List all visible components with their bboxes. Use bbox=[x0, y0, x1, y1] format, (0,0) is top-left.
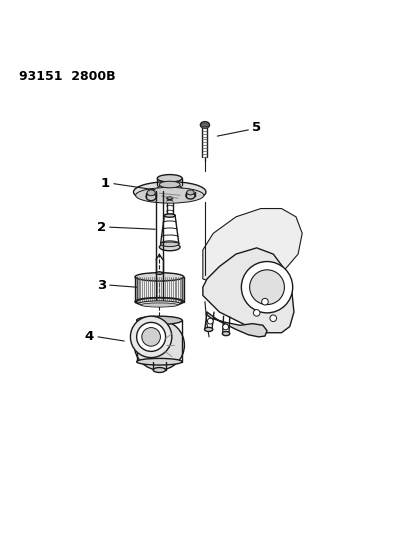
Text: 1: 1 bbox=[101, 177, 110, 190]
Ellipse shape bbox=[166, 197, 172, 199]
Ellipse shape bbox=[157, 175, 182, 182]
Circle shape bbox=[136, 322, 165, 351]
Ellipse shape bbox=[160, 241, 178, 247]
Circle shape bbox=[130, 316, 171, 358]
Ellipse shape bbox=[159, 181, 180, 188]
Ellipse shape bbox=[164, 214, 175, 217]
Circle shape bbox=[269, 315, 276, 321]
Ellipse shape bbox=[136, 273, 182, 280]
Text: 4: 4 bbox=[84, 330, 93, 343]
Ellipse shape bbox=[136, 316, 182, 325]
Polygon shape bbox=[136, 277, 182, 302]
Ellipse shape bbox=[153, 368, 165, 373]
Circle shape bbox=[141, 328, 160, 346]
Ellipse shape bbox=[157, 184, 182, 193]
Ellipse shape bbox=[146, 193, 156, 200]
Ellipse shape bbox=[185, 192, 195, 199]
Ellipse shape bbox=[136, 298, 182, 305]
Ellipse shape bbox=[134, 320, 184, 370]
Circle shape bbox=[222, 324, 228, 330]
Ellipse shape bbox=[204, 327, 212, 332]
Circle shape bbox=[261, 298, 268, 305]
Text: 2: 2 bbox=[97, 221, 106, 233]
Polygon shape bbox=[202, 208, 301, 283]
Ellipse shape bbox=[222, 332, 229, 336]
Ellipse shape bbox=[159, 244, 180, 251]
Ellipse shape bbox=[135, 188, 203, 203]
Ellipse shape bbox=[138, 301, 180, 306]
Ellipse shape bbox=[135, 273, 183, 281]
Polygon shape bbox=[206, 312, 266, 337]
Ellipse shape bbox=[201, 123, 208, 128]
Circle shape bbox=[249, 270, 284, 304]
Ellipse shape bbox=[133, 182, 206, 203]
Ellipse shape bbox=[156, 272, 162, 274]
Circle shape bbox=[241, 262, 292, 313]
Text: 3: 3 bbox=[97, 279, 106, 292]
Circle shape bbox=[207, 318, 213, 324]
Ellipse shape bbox=[186, 190, 194, 195]
Ellipse shape bbox=[147, 190, 155, 196]
Ellipse shape bbox=[200, 122, 209, 128]
Text: 93151  2800B: 93151 2800B bbox=[19, 70, 115, 83]
Circle shape bbox=[253, 310, 259, 316]
Text: 5: 5 bbox=[252, 122, 261, 134]
Ellipse shape bbox=[140, 303, 178, 307]
Polygon shape bbox=[202, 248, 293, 333]
Ellipse shape bbox=[136, 358, 182, 365]
